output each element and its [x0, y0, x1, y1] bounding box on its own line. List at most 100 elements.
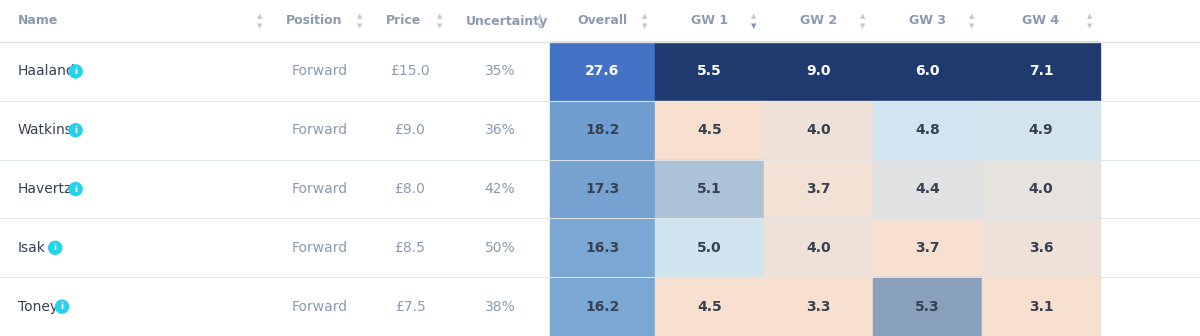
Text: Price: Price	[386, 14, 421, 28]
Text: ▼: ▼	[642, 23, 648, 29]
Text: 5.5: 5.5	[697, 65, 722, 78]
Text: i: i	[60, 302, 64, 311]
Text: 4.0: 4.0	[806, 123, 830, 137]
Text: 6.0: 6.0	[916, 65, 940, 78]
Text: Name: Name	[18, 14, 59, 28]
Text: 5.0: 5.0	[697, 241, 722, 255]
Text: 16.2: 16.2	[586, 300, 619, 313]
Bar	[764, 218, 874, 277]
Bar	[982, 42, 1100, 101]
Text: GW 3: GW 3	[910, 14, 946, 28]
Text: Overall: Overall	[577, 14, 628, 28]
Text: £9.0: £9.0	[395, 123, 426, 137]
Text: ▲: ▲	[642, 13, 648, 19]
Bar	[655, 101, 764, 160]
Text: ▲: ▲	[538, 13, 542, 19]
Text: 18.2: 18.2	[586, 123, 619, 137]
Bar	[655, 277, 764, 336]
Text: 4.9: 4.9	[1028, 123, 1054, 137]
Text: ▲: ▲	[358, 13, 362, 19]
Text: Isak: Isak	[18, 241, 46, 255]
Text: 4.5: 4.5	[697, 300, 722, 313]
Text: ▼: ▼	[1087, 23, 1093, 29]
Text: 35%: 35%	[485, 65, 515, 78]
Text: 50%: 50%	[485, 241, 515, 255]
Text: Forward: Forward	[292, 123, 348, 137]
Text: £8.0: £8.0	[395, 182, 426, 196]
Text: i: i	[74, 184, 77, 194]
Bar	[655, 42, 764, 101]
Text: i: i	[54, 243, 56, 252]
Bar	[764, 160, 874, 218]
Text: 4.0: 4.0	[806, 241, 830, 255]
Text: 36%: 36%	[485, 123, 515, 137]
Circle shape	[55, 300, 68, 313]
Text: 7.1: 7.1	[1028, 65, 1054, 78]
Text: GW 1: GW 1	[691, 14, 728, 28]
Bar	[874, 101, 982, 160]
Bar	[655, 160, 764, 218]
Text: ▼: ▼	[437, 23, 443, 29]
Bar	[874, 218, 982, 277]
Bar	[550, 42, 655, 101]
Text: Haaland: Haaland	[18, 65, 76, 78]
Text: £15.0: £15.0	[390, 65, 430, 78]
Bar	[0, 0, 1200, 42]
Bar	[874, 160, 982, 218]
Text: GW 4: GW 4	[1022, 14, 1060, 28]
Text: ▲: ▲	[751, 13, 757, 19]
Text: Havertz: Havertz	[18, 182, 72, 196]
Text: 4.5: 4.5	[697, 123, 722, 137]
Text: 3.7: 3.7	[916, 241, 940, 255]
Circle shape	[70, 182, 82, 196]
Text: Forward: Forward	[292, 241, 348, 255]
Text: i: i	[74, 126, 77, 135]
Bar	[982, 101, 1100, 160]
Bar	[982, 160, 1100, 218]
Text: 3.1: 3.1	[1028, 300, 1054, 313]
Bar	[550, 101, 655, 160]
Text: 3.6: 3.6	[1028, 241, 1054, 255]
Bar	[0, 160, 1200, 218]
Bar	[0, 101, 1200, 160]
Bar	[550, 218, 655, 277]
Text: 4.0: 4.0	[1028, 182, 1054, 196]
Text: 5.1: 5.1	[697, 182, 722, 196]
Text: 38%: 38%	[485, 300, 515, 313]
Text: ▼: ▼	[860, 23, 865, 29]
Text: ▼: ▼	[257, 23, 263, 29]
Bar	[764, 42, 874, 101]
Text: Uncertainty: Uncertainty	[466, 14, 548, 28]
Text: 17.3: 17.3	[586, 182, 619, 196]
Text: 9.0: 9.0	[806, 65, 830, 78]
Text: Toney: Toney	[18, 300, 58, 313]
Text: 16.3: 16.3	[586, 241, 619, 255]
Text: £7.5: £7.5	[395, 300, 425, 313]
Text: 3.7: 3.7	[806, 182, 830, 196]
Text: ▲: ▲	[860, 13, 865, 19]
Bar	[0, 218, 1200, 277]
Text: ▲: ▲	[257, 13, 263, 19]
Bar	[764, 277, 874, 336]
Text: ▼: ▼	[358, 23, 362, 29]
Text: ▼: ▼	[538, 23, 542, 29]
Text: Forward: Forward	[292, 182, 348, 196]
Circle shape	[49, 241, 61, 254]
Text: Position: Position	[286, 14, 342, 28]
Bar	[0, 42, 1200, 101]
Bar	[655, 218, 764, 277]
Text: i: i	[74, 67, 77, 76]
Bar	[982, 218, 1100, 277]
Text: ▲: ▲	[1087, 13, 1093, 19]
Text: 5.3: 5.3	[916, 300, 940, 313]
Circle shape	[70, 65, 82, 78]
Text: ▼: ▼	[751, 23, 757, 29]
Text: Watkins: Watkins	[18, 123, 73, 137]
Text: ▲: ▲	[970, 13, 974, 19]
Text: ▼: ▼	[970, 23, 974, 29]
Circle shape	[70, 124, 82, 137]
Text: 27.6: 27.6	[586, 65, 619, 78]
Bar	[764, 101, 874, 160]
Text: £8.5: £8.5	[395, 241, 426, 255]
Text: 4.8: 4.8	[916, 123, 940, 137]
